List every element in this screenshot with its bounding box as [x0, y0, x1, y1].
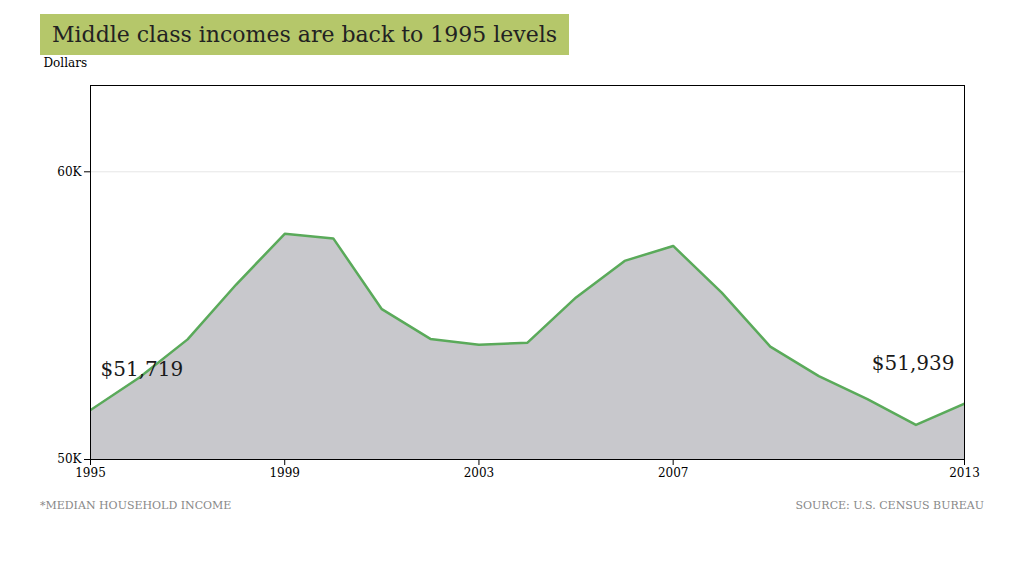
svg-text:2007: 2007 [658, 466, 689, 480]
svg-text:$51,939: $51,939 [872, 351, 955, 375]
html-text:*MEDIAN HOUSEHOLD INCOME: *MEDIAN HOUSEHOLD INCOME [40, 499, 232, 512]
svg-text:2013: 2013 [949, 466, 980, 480]
svg-text:Dollars: Dollars [44, 56, 88, 70]
svg-text:1999: 1999 [269, 466, 300, 480]
html-text:Middle class incomes are back: Middle class incomes are back to 1995 le… [52, 22, 558, 47]
svg-text:50K: 50K [57, 452, 82, 466]
svg-text:60K: 60K [57, 165, 82, 179]
svg-text:1995: 1995 [75, 466, 106, 480]
html-text:SOURCE: U.S. CENSUS BUREAU: SOURCE: U.S. CENSUS BUREAU [795, 499, 984, 512]
svg-text:$51,719: $51,719 [101, 357, 184, 381]
svg-text:2003: 2003 [464, 466, 495, 480]
